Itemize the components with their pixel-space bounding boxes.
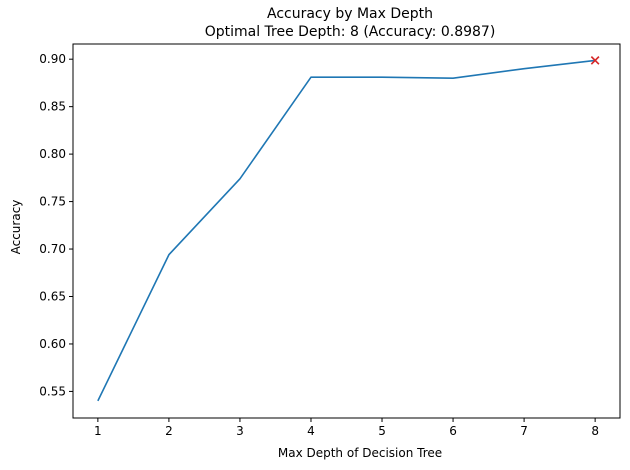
x-tick-label: 6 — [449, 424, 457, 438]
y-axis-label: Accuracy — [9, 200, 23, 255]
y-tick-label: 0.90 — [39, 52, 66, 66]
x-tick-label: 4 — [307, 424, 315, 438]
chart-title: Accuracy by Max Depth — [267, 6, 433, 22]
x-tick-label: 1 — [94, 424, 102, 438]
y-tick-label: 0.75 — [39, 195, 66, 209]
x-tick-label: 2 — [165, 424, 173, 438]
y-tick-label: 0.55 — [39, 384, 66, 398]
y-tick-label: 0.70 — [39, 242, 66, 256]
chart-subtitle: Optimal Tree Depth: 8 (Accuracy: 0.8987) — [205, 24, 496, 40]
optimal-depth-marker — [590, 56, 600, 65]
x-tick-label: 5 — [378, 424, 386, 438]
x-axis-ticks: 1 2 3 4 5 6 7 8 — [94, 418, 599, 438]
y-tick-label: 0.80 — [39, 147, 66, 161]
y-tick-label: 0.65 — [39, 289, 66, 303]
y-tick-label: 0.60 — [39, 337, 66, 351]
x-axis-label: Max Depth of Decision Tree — [278, 446, 442, 460]
x-tick-label: 8 — [591, 424, 599, 438]
x-tick-label: 3 — [236, 424, 244, 438]
x-tick-label: 7 — [520, 424, 528, 438]
accuracy-series-line — [97, 59, 596, 402]
y-tick-label: 0.85 — [39, 100, 66, 114]
series-group — [97, 56, 600, 402]
plot-area-frame — [72, 43, 621, 419]
y-axis-ticks: 0.55 0.60 0.65 0.70 0.75 0.80 0.85 0.90 — [39, 52, 73, 398]
